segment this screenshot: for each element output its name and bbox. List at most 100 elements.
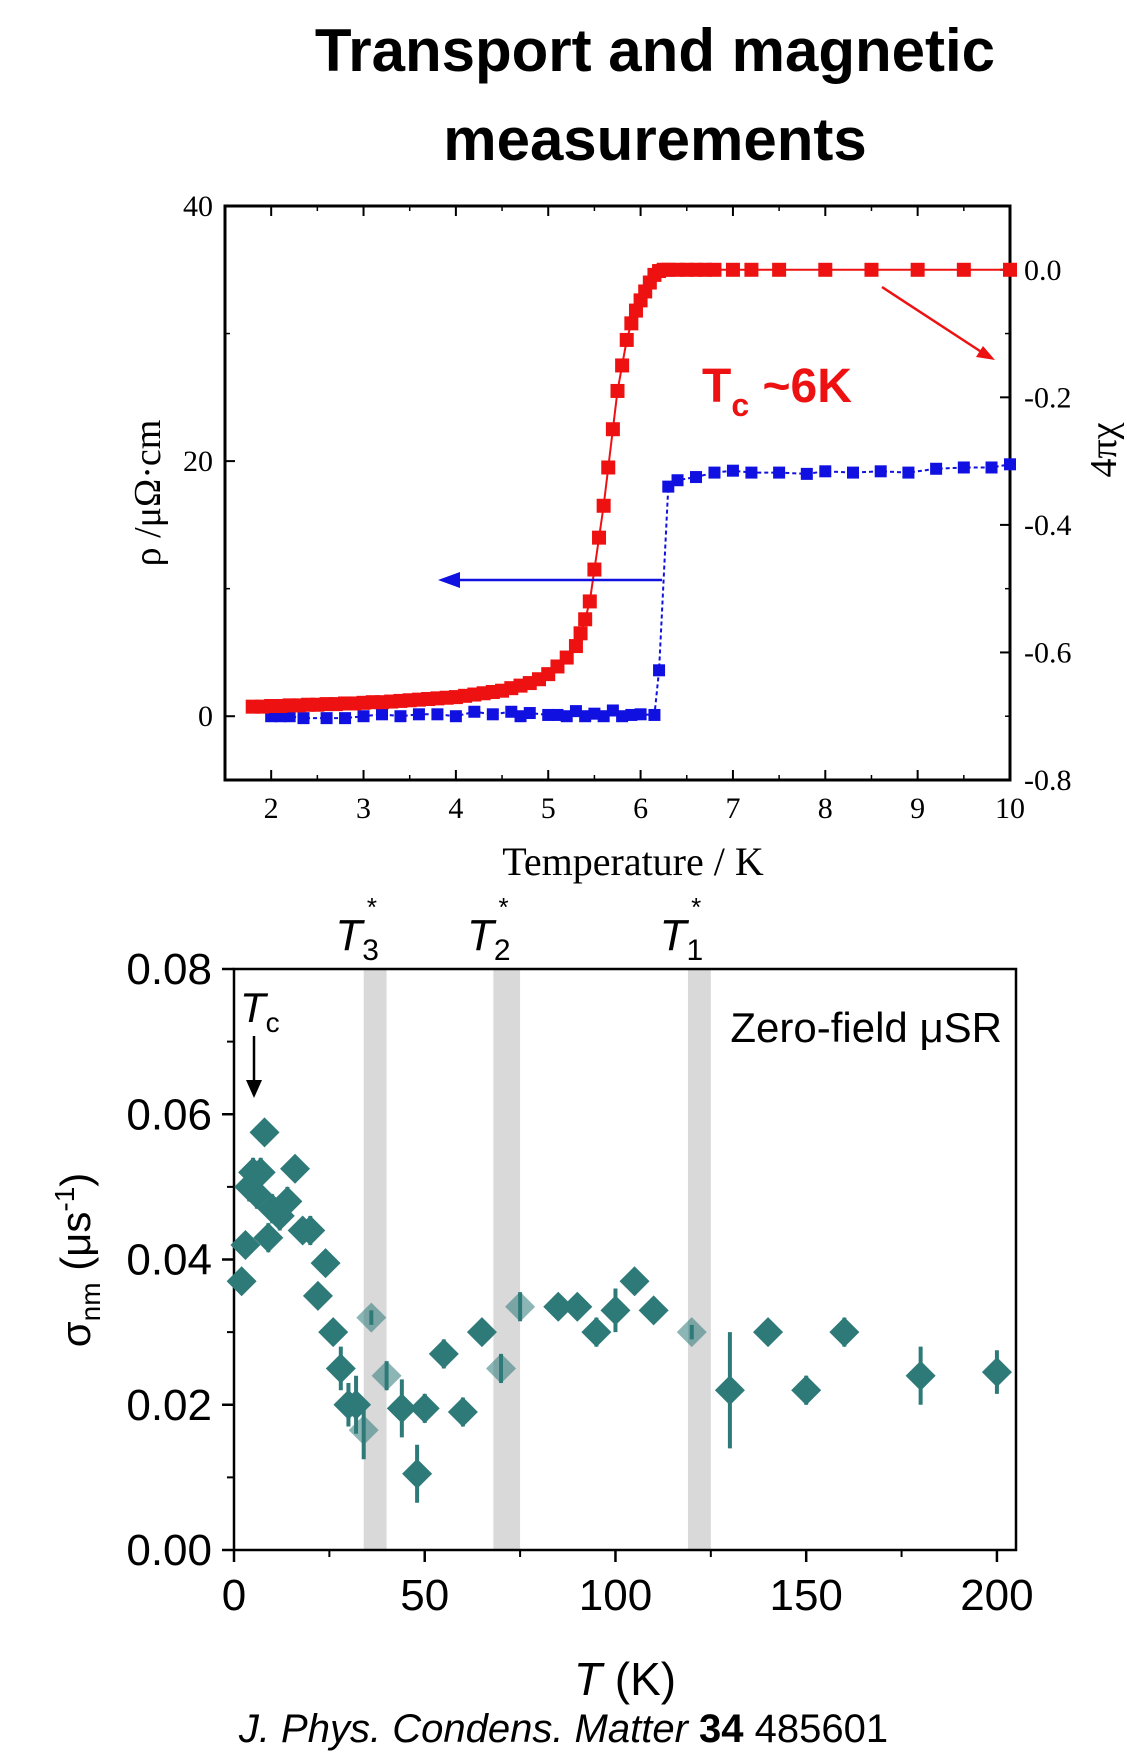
resistivity-point <box>818 262 833 277</box>
susceptibility-point <box>579 710 592 723</box>
susceptibility-point <box>431 708 444 721</box>
musr-point <box>402 1458 433 1489</box>
susceptibility-point <box>745 466 758 479</box>
resistivity-point <box>725 262 740 277</box>
susceptibility-point <box>671 474 684 487</box>
musr-point <box>386 1393 417 1424</box>
susceptibility-point <box>274 710 287 723</box>
transition-band <box>493 969 521 1550</box>
inset-label: Zero-field μSR <box>730 1004 1002 1051</box>
resistivity-point <box>910 262 925 277</box>
x-tick-label: 150 <box>769 1571 842 1620</box>
y-left-tick-label: 0 <box>198 700 213 733</box>
susceptibility-point <box>690 471 702 484</box>
musr-point <box>600 1295 631 1326</box>
susceptibility-point <box>616 710 629 723</box>
musr-point <box>905 1360 936 1391</box>
resistivity-point <box>619 332 634 347</box>
x-tick-label: 2 <box>264 792 279 825</box>
musr-point <box>543 1291 574 1322</box>
transition-band <box>363 969 387 1550</box>
musr-point <box>249 1117 280 1148</box>
y-axis-label-right: 4πχ <box>1083 422 1125 477</box>
musr-point <box>791 1375 822 1406</box>
band-label: T2* <box>467 892 511 967</box>
musr-point <box>302 1280 333 1311</box>
x-axis-label: Temperature / K <box>502 839 764 884</box>
susceptibility-point <box>560 710 573 723</box>
plot-frame-2 <box>232 967 1018 1552</box>
susceptibility-point <box>320 712 333 725</box>
musr-point <box>753 1317 784 1348</box>
y-axis-label-left: ρ /μΩ·cm <box>127 420 169 567</box>
y-tick-label: 0.08 <box>126 945 212 994</box>
y-left-tick-label: 40 <box>183 190 213 223</box>
axis-ticks: 2 3 4 5 6 7 8 9 10 0 20 40 0.0 -0.2 -0.4 -0.6 -0.8 <box>183 190 1072 825</box>
susceptibility-point <box>412 708 425 721</box>
resistivity-point <box>744 262 759 277</box>
susceptibility-point <box>376 708 388 721</box>
susceptibility-line <box>271 463 1011 720</box>
x-tick-label: 5 <box>541 792 556 825</box>
susceptibility-point <box>514 710 527 723</box>
musr-point <box>428 1338 459 1369</box>
x-tick-label: 100 <box>579 1571 652 1620</box>
susceptibility-point <box>606 704 619 717</box>
susceptibility-point <box>634 708 647 721</box>
musr-point <box>356 1302 387 1333</box>
resistivity-point <box>707 262 722 277</box>
x-tick-label: 0 <box>222 1571 246 1620</box>
musr-point <box>272 1186 303 1217</box>
susceptibility-point <box>542 708 555 721</box>
susceptibility-point <box>902 466 915 479</box>
musr-point <box>581 1317 612 1348</box>
musr-point <box>619 1266 650 1297</box>
musr-point <box>466 1317 497 1348</box>
y-right-tick-label: 0.0 <box>1024 254 1062 287</box>
susceptibility-point <box>486 708 499 721</box>
musr-point <box>230 1229 261 1260</box>
resistivity-point <box>582 594 597 609</box>
susceptibility-point <box>339 712 352 725</box>
y-right-tick-label: -0.6 <box>1024 636 1072 669</box>
resistivity-susceptibility-chart: 2 3 4 5 6 7 8 9 10 0 20 40 0.0 -0.2 -0.4 -0.6 -0.8 ρ /μΩ… <box>127 190 1125 884</box>
resistivity-point <box>601 460 616 475</box>
musr-point <box>348 1415 379 1446</box>
page-title-line-1: Transport and magnetic <box>314 17 996 84</box>
musr-point <box>325 1353 356 1384</box>
susceptibility-point <box>726 464 739 477</box>
resistivity-point <box>578 612 593 627</box>
musr-point <box>447 1397 478 1428</box>
x-tick-label: 200 <box>960 1571 1033 1620</box>
red-arrow <box>881 285 995 360</box>
resistivity-point <box>596 498 611 513</box>
band-label: T1* <box>660 892 704 967</box>
plot-frame <box>223 204 1012 782</box>
y-right-tick-label: -0.2 <box>1024 381 1072 414</box>
musr-point <box>981 1357 1012 1388</box>
y-right-tick-label: -0.8 <box>1024 764 1072 797</box>
y-axis-label-2: σnm (μs-1) <box>49 1173 106 1348</box>
susceptibility-point <box>847 466 859 479</box>
resistivity-point <box>956 262 971 277</box>
susceptibility-point <box>569 705 582 718</box>
citation-article: 485601 <box>754 1707 889 1751</box>
x-tick-label: 6 <box>633 792 648 825</box>
susceptibility-point <box>957 461 970 474</box>
band-label: T3* <box>335 892 379 967</box>
tc-annotation: Tc ~6K <box>702 360 852 423</box>
musr-point <box>562 1291 593 1322</box>
musr-point <box>310 1248 341 1279</box>
musr-point <box>253 1222 284 1253</box>
susceptibility-point <box>283 710 296 723</box>
susceptibility-point <box>394 710 407 723</box>
musr-point <box>318 1317 349 1348</box>
susceptibility-point <box>800 467 813 480</box>
chart-series <box>245 262 1017 725</box>
resistivity-point <box>1003 262 1017 277</box>
resistivity-point <box>615 358 630 373</box>
resistivity-point <box>587 562 602 577</box>
susceptibility-point <box>773 466 786 479</box>
resistivity-point <box>772 262 787 277</box>
musr-point <box>638 1295 669 1326</box>
